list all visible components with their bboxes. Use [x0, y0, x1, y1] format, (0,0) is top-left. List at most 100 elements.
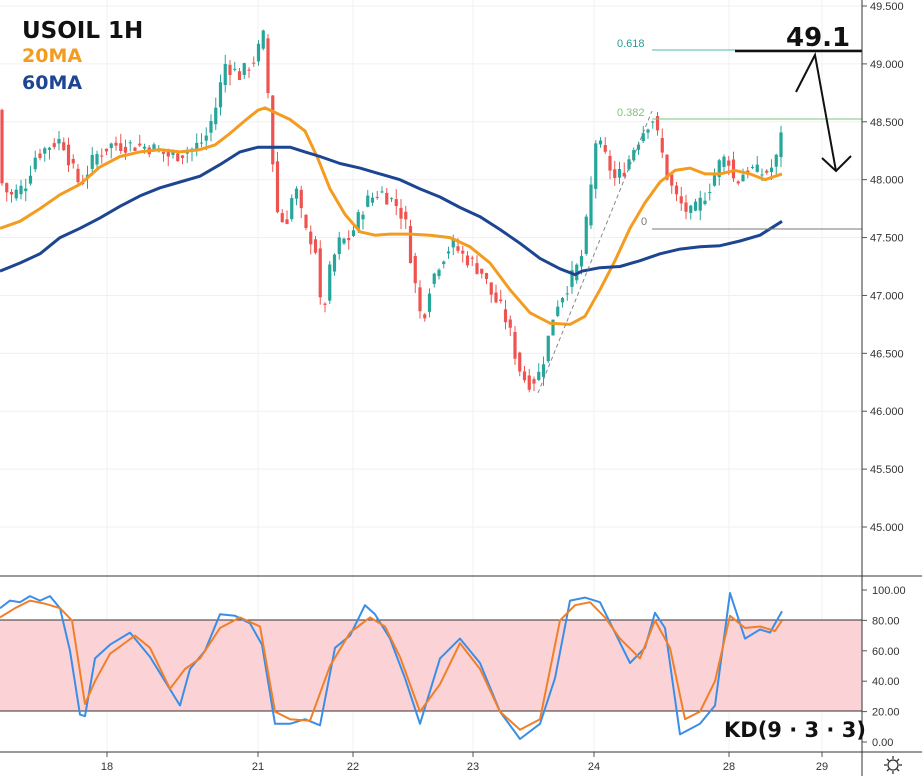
candle-bear [71, 158, 75, 164]
candle-bull [779, 132, 783, 158]
candle-bull [537, 371, 541, 380]
candle-bull [646, 129, 650, 133]
candle-bull [708, 192, 712, 194]
candle-bull [774, 154, 778, 167]
candle-bear [133, 147, 137, 151]
ma20-legend: 20MA [22, 45, 82, 67]
candle-bull [128, 142, 132, 144]
candle-bear [413, 255, 417, 284]
fib-0-label: 0 [641, 216, 647, 228]
candle-bear [114, 142, 118, 146]
candle-bull [689, 205, 693, 213]
candles-layer [0, 29, 783, 393]
candle-bull [442, 261, 446, 265]
candle-bull [19, 185, 23, 195]
candle-bull [579, 256, 584, 267]
candle-bear [62, 142, 66, 151]
settings-gear-icon[interactable] [884, 756, 902, 774]
candle-bear [622, 172, 626, 177]
candle-bull [551, 319, 555, 336]
candle-bear [299, 189, 303, 209]
candle-bear [313, 239, 318, 253]
price-tick-label: 46.000 [870, 406, 904, 418]
candle-bear [603, 145, 607, 152]
candle-bull [290, 198, 294, 220]
candle-bear [499, 299, 503, 302]
candle-bull [14, 189, 18, 199]
candle-bear [522, 371, 527, 381]
price-tick-label: 45.000 [870, 522, 904, 534]
candle-bull [261, 30, 265, 49]
candle-bear [489, 282, 493, 295]
candle-bear [180, 155, 185, 158]
kd-line-d [0, 599, 783, 731]
time-tick-label: 18 [101, 761, 113, 773]
candle-bull [432, 273, 436, 284]
candle-bear [508, 319, 512, 328]
time-tick-label: 21 [252, 761, 264, 773]
candle-bear [38, 153, 42, 158]
kd-axis-ticks: 100.00 80.00 60.00 40.00 20.00 0.00 [862, 585, 906, 749]
candle-bear [518, 352, 522, 372]
candle-bear [0, 109, 4, 184]
candle-bull [693, 201, 698, 211]
candle-bear [731, 159, 736, 179]
candle-bear [76, 168, 80, 183]
price-tick-label: 48.000 [870, 175, 904, 187]
candle-bull [204, 135, 208, 141]
candle-bull [598, 140, 603, 145]
candle-bear [465, 255, 470, 266]
candle-bear [670, 174, 674, 186]
candle-bear [119, 143, 123, 152]
ma-line-20ma [0, 106, 783, 326]
candle-bear [347, 238, 351, 241]
candle-bull [570, 270, 574, 287]
candle-bear [318, 248, 322, 298]
candle-bull [223, 64, 227, 86]
candle-bear [423, 314, 427, 319]
candle-bull [717, 160, 721, 178]
price-tick-label: 49.000 [870, 59, 904, 71]
candle-bear [309, 231, 313, 245]
candle-bear [9, 191, 14, 195]
candle-bull [209, 121, 213, 133]
candle-bull [584, 216, 588, 254]
candle-bear [461, 250, 465, 254]
candle-bull [185, 152, 189, 154]
candle-bull [33, 157, 37, 170]
arrow-head-icon [821, 155, 852, 173]
candle-bear [266, 38, 270, 94]
candle-bull [214, 107, 218, 125]
candle-bear [228, 64, 232, 76]
fib-382-label: 0.382 [617, 107, 645, 119]
candle-bear [532, 379, 536, 384]
candle-bull [328, 264, 332, 301]
candle-bull [242, 63, 246, 75]
candle-bear [5, 183, 9, 193]
candle-bull [342, 238, 346, 244]
kd-tick-label: 20.00 [872, 707, 900, 719]
candle-bull [750, 166, 755, 168]
candle-bear [375, 196, 379, 198]
ma-lines-layer [0, 106, 783, 326]
candle-bear [470, 257, 474, 259]
candle-bull [741, 174, 745, 182]
candle-bull [195, 142, 199, 150]
time-tick-label: 23 [467, 761, 479, 773]
candle-bull [651, 121, 655, 123]
candle-bear [138, 143, 142, 146]
candle-bear [665, 154, 669, 180]
candle-bull [351, 230, 356, 237]
kd-tick-label: 60.00 [872, 646, 900, 658]
candle-bear [52, 143, 56, 148]
time-tick-label: 22 [347, 761, 359, 773]
candle-bear [100, 155, 104, 157]
candle-bull [546, 335, 550, 362]
candle-bear [727, 160, 731, 166]
candle-bear [104, 148, 109, 152]
arrow-path [795, 51, 837, 172]
candle-bear [608, 155, 612, 171]
candle-bear [271, 95, 275, 165]
candle-bull [632, 150, 636, 161]
candle-bear [484, 273, 489, 280]
